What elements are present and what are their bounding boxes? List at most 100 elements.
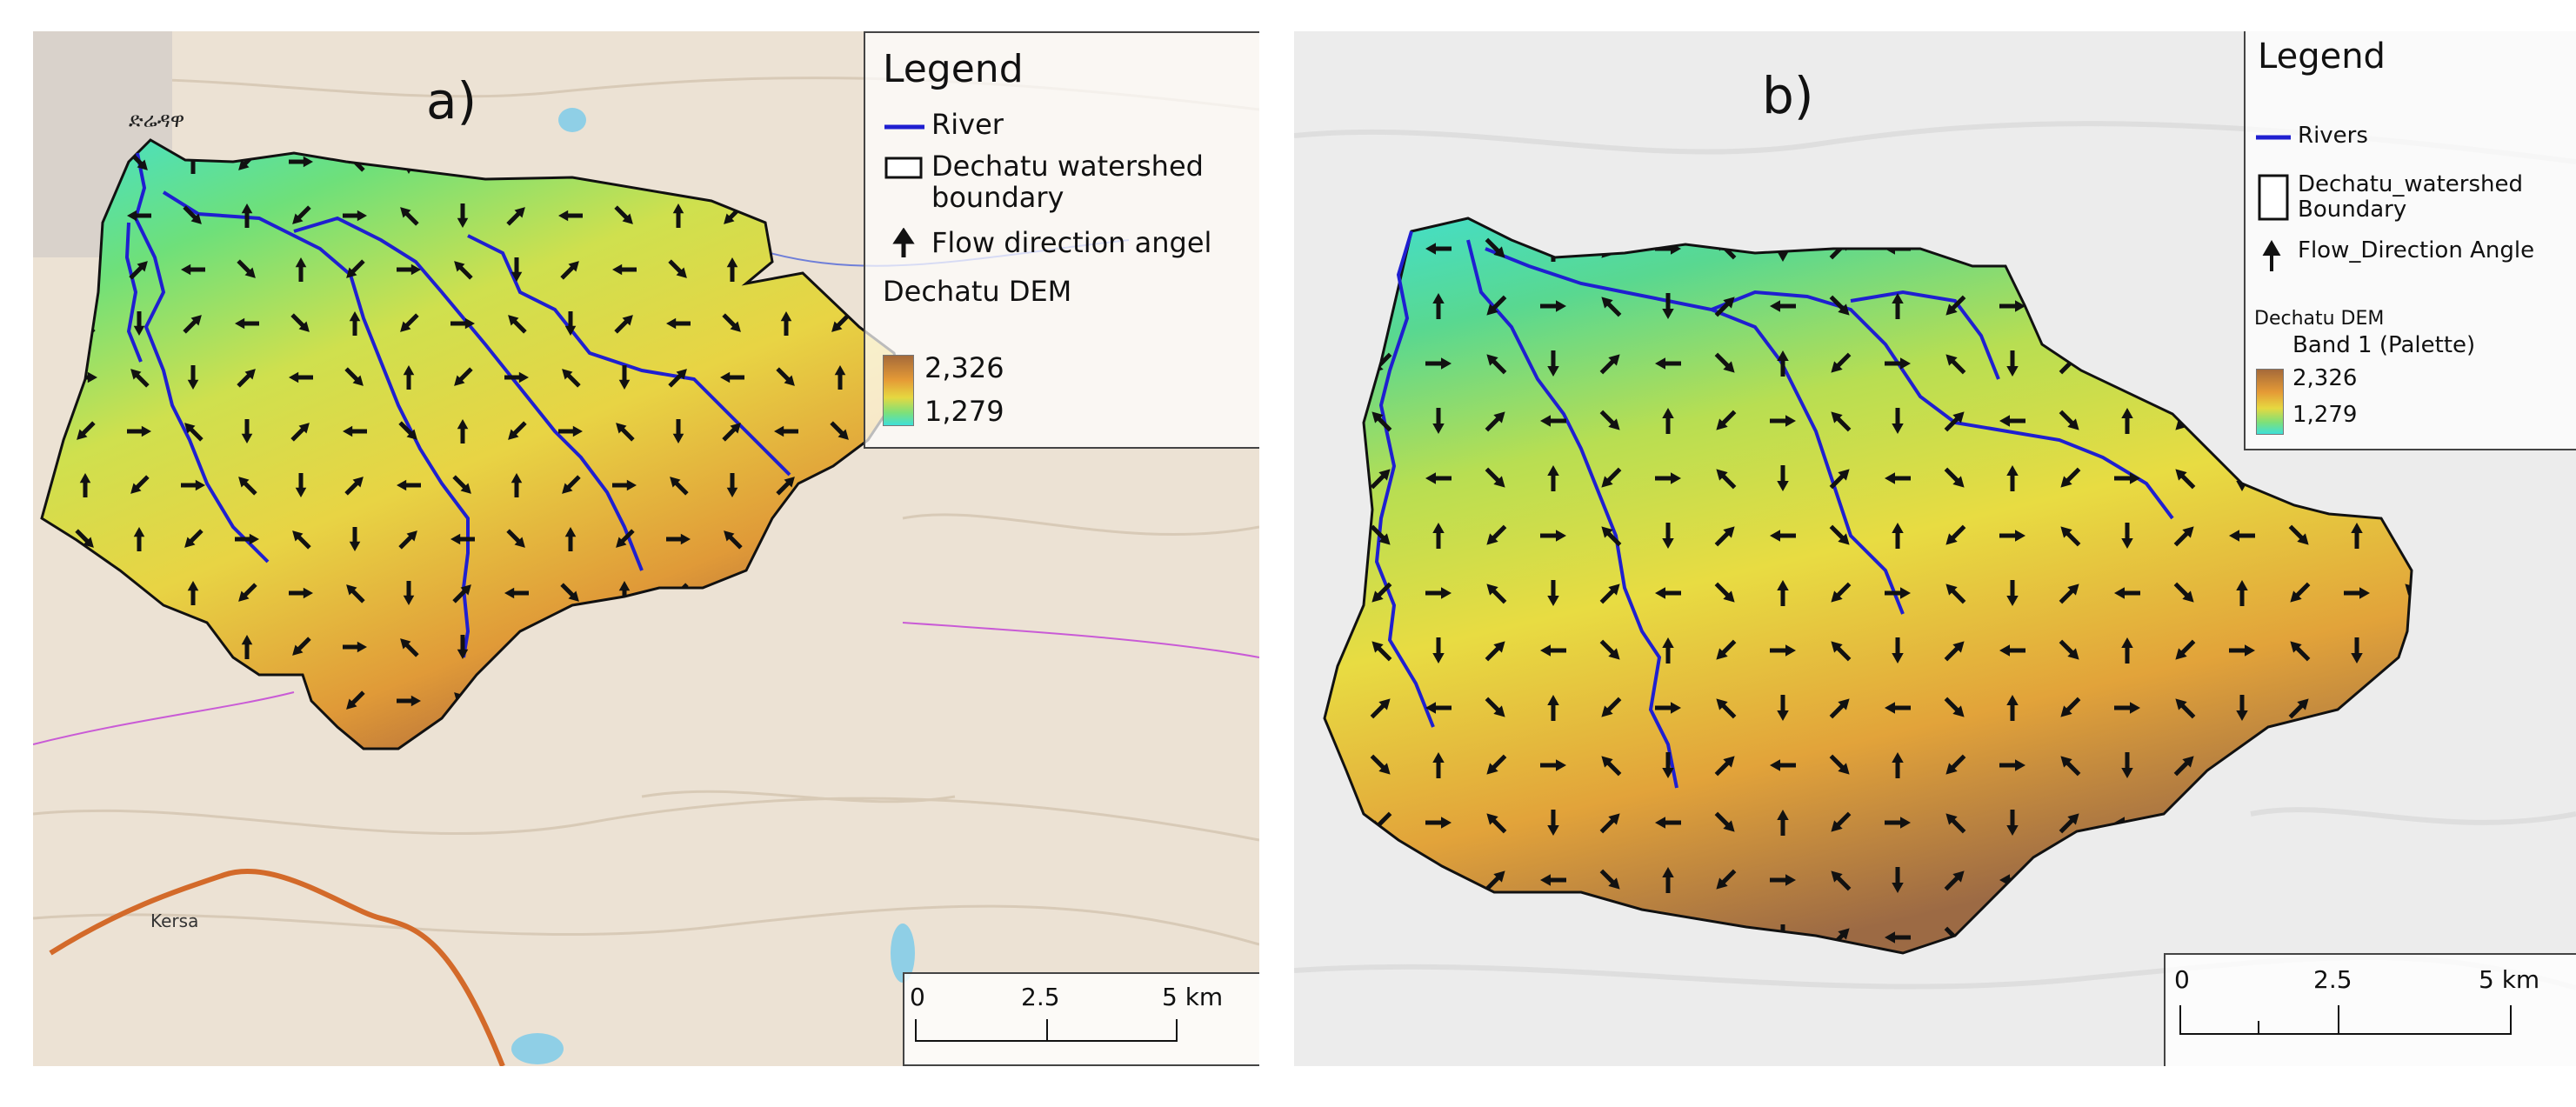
flow-arrow-icon — [130, 475, 150, 494]
flow-arrow-icon — [616, 423, 635, 442]
flow-arrow-icon — [722, 313, 741, 332]
flow-arrow-icon — [777, 584, 797, 604]
flow-arrow-icon — [1370, 295, 1391, 316]
flow-arrow-icon — [1714, 756, 1735, 777]
flow-arrow-icon — [133, 527, 145, 551]
flow-arrow-icon — [1770, 415, 1796, 427]
flow-arrow-icon — [181, 479, 205, 491]
flow-arrow-icon — [780, 743, 792, 749]
flow-arrow-icon — [1370, 524, 1391, 545]
map-canvas-a: Kersa ድሬዳዋ — [33, 31, 1259, 1066]
flow-arrow-icon — [2344, 587, 2370, 599]
flow-arrow-icon — [1716, 928, 1737, 949]
scale-label-mid-b: 2.5 — [2313, 965, 2352, 994]
flow-arrow-icon — [1885, 817, 1911, 829]
flow-arrow-icon — [2059, 410, 2079, 430]
scale-tick-b4 — [2510, 1005, 2512, 1035]
legend-row-flow-a: Flow direction angel — [883, 226, 1212, 259]
flow-arrow-icon — [884, 584, 903, 604]
flow-arrow-icon — [238, 583, 257, 602]
flow-arrow-icon — [403, 581, 415, 605]
flow-arrow-icon — [1662, 408, 1674, 434]
flow-arrow-icon — [184, 529, 204, 548]
flow-arrow-icon — [1714, 352, 1735, 373]
flow-arrow-icon — [668, 690, 687, 710]
flow-arrow-icon — [1540, 759, 1566, 771]
flow-arrow-icon — [2060, 467, 2081, 488]
flow-arrow-icon — [1599, 813, 1620, 834]
flow-arrow-icon — [508, 746, 519, 749]
legend-title-a: Legend — [883, 47, 1024, 91]
flow-arrow-icon — [2173, 811, 2194, 832]
flow-arrow-icon — [831, 207, 851, 226]
flow-arrow-icon — [777, 690, 797, 710]
flow-arrow-icon — [1485, 411, 1505, 432]
flow-arrow-icon — [235, 317, 259, 330]
flow-arrow-icon — [127, 641, 151, 653]
flow-arrow-icon — [558, 425, 583, 437]
flow-arrow-icon — [885, 692, 903, 711]
flow-arrow-icon — [452, 584, 471, 604]
flow-arrow-icon — [2059, 584, 2079, 604]
flow-arrow-icon — [1945, 295, 1966, 316]
flow-arrow-icon — [344, 367, 364, 386]
flow-arrow-icon — [346, 584, 365, 604]
flow-arrow-icon — [776, 477, 795, 496]
flow-arrow-icon — [2121, 523, 2133, 549]
flow-arrow-icon — [1370, 928, 1391, 949]
flow-arrow-icon — [1770, 530, 1796, 542]
flow-arrow-icon — [2121, 752, 2133, 778]
flow-arrow-icon — [2114, 243, 2140, 255]
flow-arrow-icon — [235, 750, 259, 761]
flow-arrow-icon — [2236, 695, 2248, 721]
scalebar-a: 0 2.5 5 km — [903, 972, 1259, 1066]
flow-arrow-icon — [568, 743, 573, 749]
flow-arrow-icon — [129, 261, 148, 280]
flow-arrow-icon — [2405, 813, 2412, 834]
flow-arrow-icon — [672, 419, 684, 443]
flow-arrow-icon — [1425, 472, 1452, 484]
flow-arrow-icon — [831, 313, 851, 332]
ramp-max-a: 2,326 — [924, 351, 1004, 384]
flow-arrow-icon — [295, 473, 307, 497]
flow-arrow-icon — [828, 695, 852, 707]
flow-arrow-icon — [237, 259, 256, 278]
flow-arrow-icon — [834, 365, 846, 390]
flow-arrow-icon — [1540, 530, 1566, 542]
flow-arrow-icon — [672, 203, 684, 228]
flow-arrow-icon — [511, 689, 523, 713]
flow-arrow-icon — [1547, 695, 1559, 721]
flow-arrow-icon — [560, 261, 579, 280]
flow-arrow-icon — [1999, 644, 2025, 657]
flow-arrow-icon — [1892, 867, 1904, 893]
flow-arrow-icon — [2121, 408, 2133, 434]
flow-arrow-icon — [614, 637, 633, 656]
flow-arrow-icon — [1662, 752, 1674, 778]
flow-arrow-icon — [1831, 870, 1852, 891]
flow-arrow-icon — [190, 746, 202, 749]
flow-arrow-icon — [2173, 297, 2194, 317]
flow-arrow-icon — [1831, 352, 1852, 373]
flow-arrow-icon — [292, 205, 311, 224]
flow-arrow-icon — [2175, 698, 2196, 719]
flow-arrow-icon — [1485, 697, 1505, 717]
flow-arrow-icon — [1655, 472, 1681, 484]
flow-arrow-icon — [614, 315, 633, 334]
flow-arrow-icon — [1655, 587, 1681, 599]
flow-arrow-icon — [2344, 472, 2370, 484]
scale-label-end-a: 5 km — [1162, 983, 1224, 1011]
flow-arrow-icon — [400, 313, 419, 332]
legend-flow-label-a: Flow direction angel — [931, 226, 1212, 259]
ramp-min-a: 1,279 — [924, 395, 1004, 428]
flow-arrow-icon — [666, 750, 691, 761]
flow-arrow-icon — [289, 156, 313, 168]
flow-arrow-icon — [511, 473, 523, 497]
flow-arrow-icon — [398, 421, 417, 440]
flow-arrow-icon — [1486, 524, 1507, 545]
flow-arrow-icon — [1714, 297, 1735, 317]
flow-arrow-icon — [612, 263, 637, 276]
legend-river-label-b: Rivers — [2298, 123, 2368, 149]
flow-arrow-icon — [400, 207, 419, 226]
scale-label-0-a: 0 — [910, 983, 925, 1011]
flow-arrow-icon — [1486, 584, 1507, 604]
